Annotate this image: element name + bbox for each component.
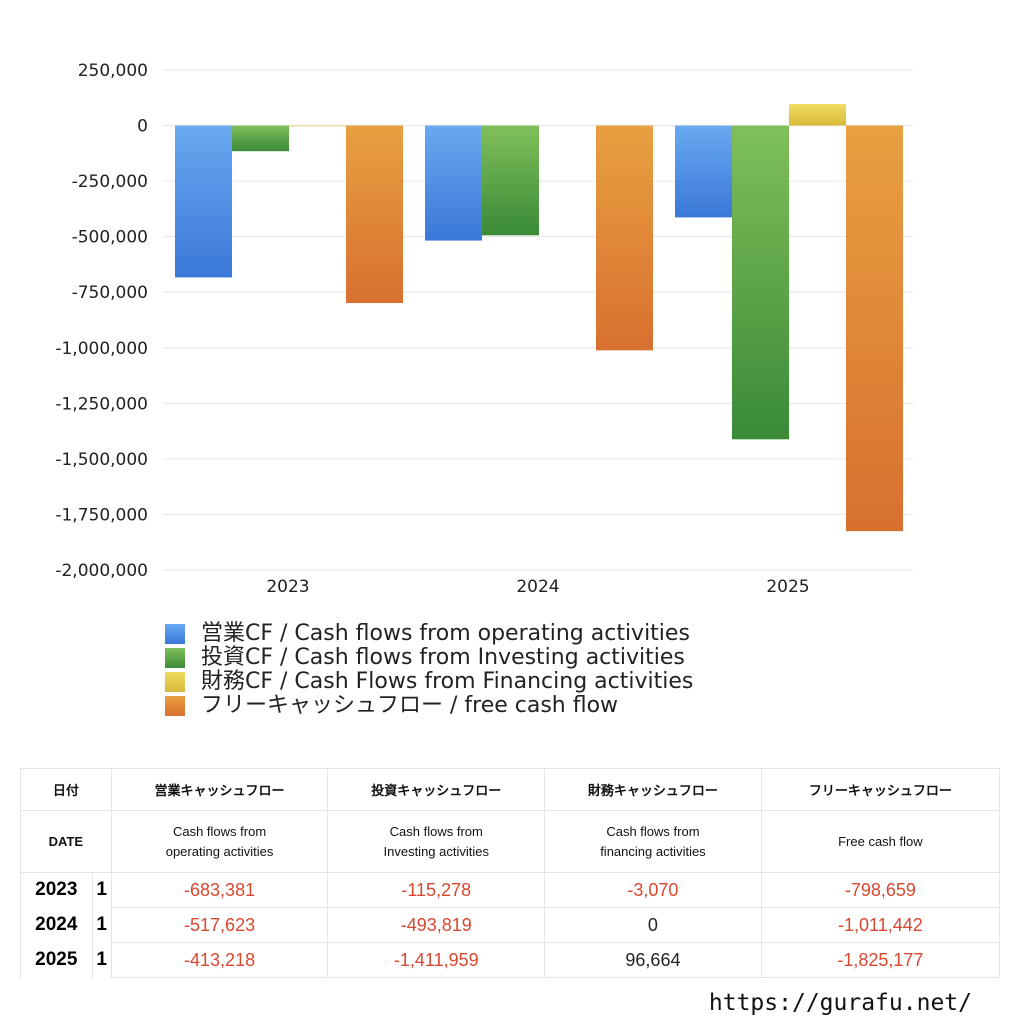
bar: [482, 125, 539, 236]
legend-swatch: [165, 648, 185, 668]
table-cell: -493,819: [327, 907, 546, 943]
bar: [789, 104, 846, 126]
y-tick-label: -1,250,000: [55, 394, 148, 414]
legend-swatch: [165, 672, 185, 692]
table-cell: -517,623: [110, 907, 329, 943]
bar: [425, 125, 482, 241]
y-tick-label: -2,000,000: [55, 561, 148, 581]
header-financing-jp: 財務キャッシュフロー: [544, 768, 762, 811]
header-investing-en: Cash flows from Investing activities: [327, 810, 546, 873]
table-cell: -1,411,959: [327, 942, 546, 978]
bar: [175, 125, 232, 278]
header-date-en: DATE: [20, 810, 112, 873]
table-cell: -1,011,442: [760, 907, 1001, 943]
y-tick-label: -1,500,000: [55, 450, 148, 470]
table-cell: -683,381: [110, 872, 329, 908]
legend-label: 投資CF / Cash flows from Investing activit…: [201, 645, 685, 670]
header-operating-en: Cash flows from operating activities: [110, 810, 329, 873]
site-credit[interactable]: https://gurafu.net/: [708, 990, 972, 1016]
table-row: 2025 1 -413,218 -1,411,959 96,664 -1,825,177: [20, 942, 1001, 978]
legend-item: 営業CF / Cash flows from operating activit…: [165, 622, 693, 646]
row-year: 2025: [20, 942, 93, 978]
y-tick-label: 0: [137, 117, 148, 137]
table-cell: -413,218: [110, 942, 329, 978]
x-tick-label: 2023: [266, 577, 309, 597]
table-cell: 0: [544, 907, 762, 943]
bar: [732, 125, 789, 440]
legend-item: フリーキャッシュフロー / free cash flow: [165, 694, 693, 718]
row-quarter: 1: [91, 872, 112, 908]
table-cell: -798,659: [760, 872, 1001, 908]
y-tick-label: 250,000: [78, 61, 148, 81]
legend-label: フリーキャッシュフロー / free cash flow: [201, 693, 619, 718]
header-free-jp: フリーキャッシュフロー: [760, 768, 1001, 811]
bar: [232, 125, 289, 152]
header-financing-en: Cash flows from financing activities: [544, 810, 762, 873]
table-cell: 96,664: [544, 942, 762, 978]
row-quarter: 1: [91, 907, 112, 943]
legend-swatch: [165, 624, 185, 644]
table-row: 2023 1 -683,381 -115,278 -3,070 -798,659: [20, 872, 1001, 908]
header-date-jp: 日付: [20, 768, 112, 811]
cash-flow-table: 日付 営業キャッシュフロー 投資キャッシュフロー 財務キャッシュフロー フリーキ…: [20, 768, 1001, 978]
legend-label: 営業CF / Cash flows from operating activit…: [201, 621, 690, 646]
header-investing-jp: 投資キャッシュフロー: [327, 768, 546, 811]
row-quarter: 1: [91, 942, 112, 978]
header-operating-jp: 営業キャッシュフロー: [110, 768, 329, 811]
y-tick-label: -750,000: [72, 283, 148, 303]
x-tick-label: 2025: [766, 577, 809, 597]
bar: [596, 125, 653, 351]
header-free-en: Free cash flow: [760, 810, 1001, 873]
row-year: 2023: [20, 872, 93, 908]
legend-swatch: [165, 696, 185, 716]
row-year: 2024: [20, 907, 93, 943]
bar: [675, 125, 732, 218]
table-cell: -115,278: [327, 872, 546, 908]
chart-legend: 営業CF / Cash flows from operating activit…: [165, 622, 693, 718]
y-tick-label: -250,000: [72, 172, 148, 192]
bar: [846, 125, 903, 532]
bar: [289, 125, 346, 127]
cash-flow-bar-chart: 250,000 0 -250,000 -500,000 -750,000 -1,000,0…: [55, 61, 913, 597]
legend-item: 財務CF / Cash Flows from Financing activit…: [165, 670, 693, 694]
table-row: 2024 1 -517,623 -493,819 0 -1,011,442: [20, 907, 1001, 943]
legend-label: 財務CF / Cash Flows from Financing activit…: [201, 669, 694, 694]
bar: [346, 125, 403, 304]
y-tick-label: -500,000: [72, 228, 148, 248]
table-cell: -3,070: [544, 872, 762, 908]
table-cell: -1,825,177: [760, 942, 1001, 978]
y-tick-label: -1,000,000: [55, 339, 148, 359]
y-tick-label: -1,750,000: [55, 505, 148, 525]
legend-item: 投資CF / Cash flows from Investing activit…: [165, 646, 693, 670]
x-tick-label: 2024: [516, 577, 559, 597]
